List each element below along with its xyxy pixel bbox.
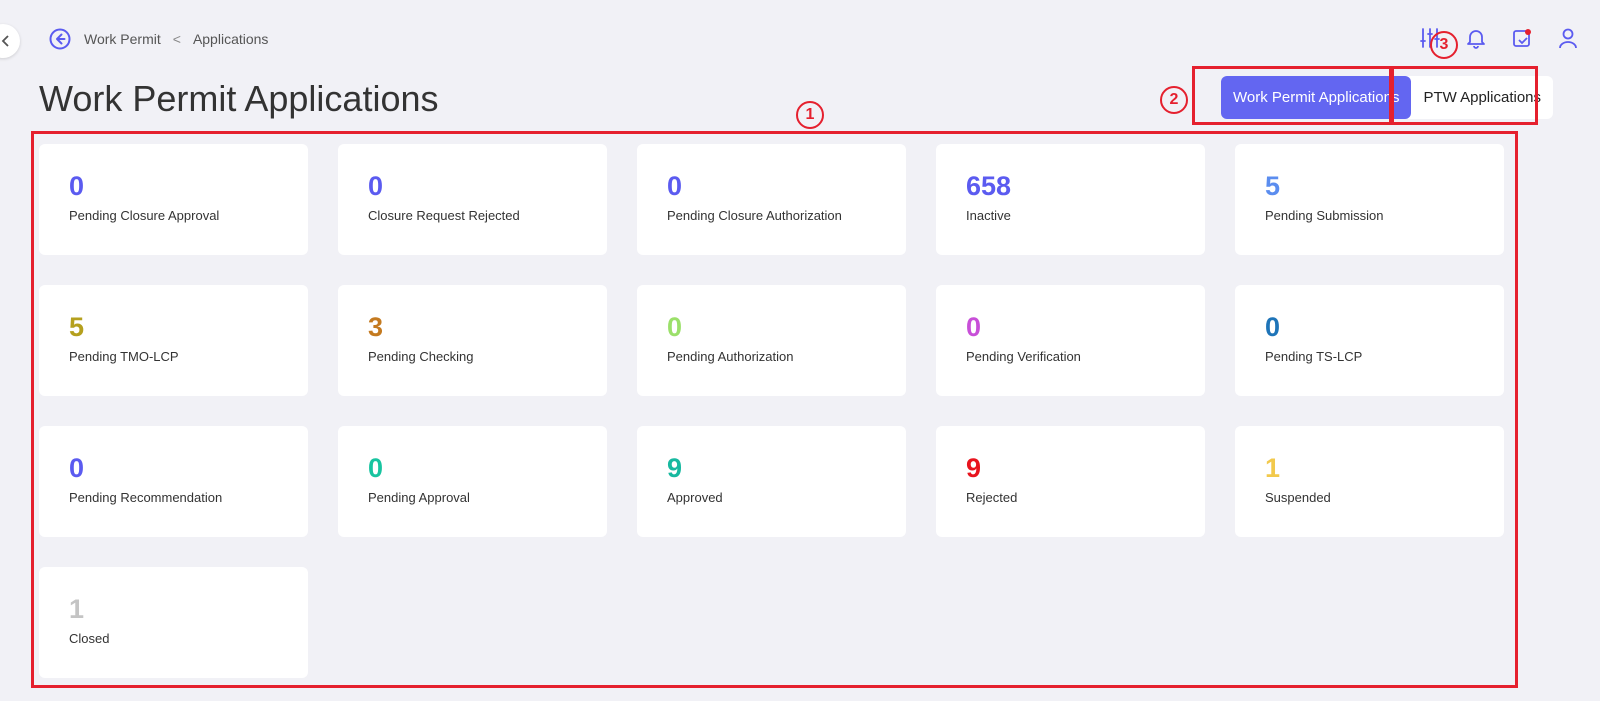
breadcrumb: Work Permit < Applications <box>48 26 268 52</box>
status-card[interactable]: 3 Pending Checking <box>338 285 607 396</box>
status-label: Suspended <box>1265 490 1331 505</box>
annotation-marker-1: 1 <box>796 101 824 129</box>
status-count: 0 <box>69 453 85 483</box>
status-label: Closed <box>69 631 110 646</box>
back-button[interactable] <box>48 27 72 51</box>
status-label: Rejected <box>966 490 1018 505</box>
status-card[interactable]: 5 Pending TMO-LCP <box>39 285 308 396</box>
status-card[interactable]: 658 Inactive <box>936 144 1205 255</box>
status-label: Closure Request Rejected <box>368 208 520 223</box>
annotation-marker-2: 2 <box>1160 86 1188 114</box>
status-card[interactable]: 5 Pending Submission <box>1235 144 1504 255</box>
status-count: 0 <box>667 312 683 342</box>
status-label: Pending Checking <box>368 349 474 364</box>
status-label: Pending Verification <box>966 349 1081 364</box>
status-cards-grid: 0 Pending Closure Approval 0 Closure Reques… <box>39 144 1504 678</box>
status-card[interactable]: 0 Pending TS-LCP <box>1235 285 1504 396</box>
status-card[interactable]: 1 Closed <box>39 567 308 678</box>
status-count: 0 <box>1265 312 1281 342</box>
status-card[interactable]: 0 Pending Approval <box>338 426 607 537</box>
status-card[interactable]: 0 Pending Recommendation <box>39 426 308 537</box>
status-label: Pending Approval <box>368 490 470 505</box>
status-count: 9 <box>667 453 683 483</box>
status-card[interactable]: 9 Rejected <box>936 426 1205 537</box>
status-label: Pending TS-LCP <box>1265 349 1363 364</box>
status-count: 0 <box>368 171 384 201</box>
back-arrow-icon <box>49 28 71 50</box>
status-count: 1 <box>1265 453 1281 483</box>
page-title: Work Permit Applications <box>39 78 439 119</box>
profile-button[interactable] <box>1556 26 1580 50</box>
tab-work-permit-applications[interactable]: Work Permit Applications <box>1221 76 1412 119</box>
status-label: Inactive <box>966 208 1011 223</box>
tasks-button[interactable] <box>1510 26 1534 50</box>
view-toggle: Work Permit Applications PTW Application… <box>1221 76 1553 119</box>
sliders-icon <box>1420 28 1440 48</box>
filter-button[interactable] <box>1418 26 1442 50</box>
status-label: Pending Recommendation <box>69 490 223 505</box>
status-count: 658 <box>966 171 1012 201</box>
status-label: Pending Closure Approval <box>69 208 220 223</box>
calendar-check-icon <box>1513 29 1531 47</box>
status-count: 9 <box>966 453 982 483</box>
status-label: Pending Submission <box>1265 208 1384 223</box>
status-label: Pending Closure Authorization <box>667 208 842 223</box>
bell-icon <box>1467 30 1485 49</box>
status-card[interactable]: 0 Pending Closure Approval <box>39 144 308 255</box>
breadcrumb-current: Applications <box>192 31 269 47</box>
notifications-button[interactable] <box>1464 26 1488 50</box>
status-label: Pending Authorization <box>667 349 794 364</box>
status-count: 3 <box>368 312 384 342</box>
tab-ptw-applications[interactable]: PTW Applications <box>1423 89 1541 106</box>
status-card[interactable]: 0 Pending Verification <box>936 285 1205 396</box>
status-count: 5 <box>1265 171 1281 201</box>
status-count: 0 <box>966 312 982 342</box>
status-card[interactable]: 9 Approved <box>637 426 906 537</box>
status-count: 0 <box>667 171 683 201</box>
status-count: 0 <box>69 171 85 201</box>
status-count: 5 <box>69 312 85 342</box>
status-label: Pending TMO-LCP <box>69 349 179 364</box>
status-card[interactable]: 0 Pending Authorization <box>637 285 906 396</box>
breadcrumb-separator: < <box>172 31 181 47</box>
chevron-left-icon <box>1 35 9 47</box>
status-label: Approved <box>667 490 723 505</box>
status-count: 1 <box>69 594 85 624</box>
status-card[interactable]: 1 Suspended <box>1235 426 1504 537</box>
sidebar-collapse-button[interactable] <box>0 24 20 58</box>
status-count: 0 <box>368 453 384 483</box>
status-card[interactable]: 0 Closure Request Rejected <box>338 144 607 255</box>
header-actions <box>1418 26 1580 50</box>
breadcrumb-root[interactable]: Work Permit <box>84 31 161 47</box>
status-card[interactable]: 0 Pending Closure Authorization <box>637 144 906 255</box>
user-icon <box>1559 28 1577 49</box>
